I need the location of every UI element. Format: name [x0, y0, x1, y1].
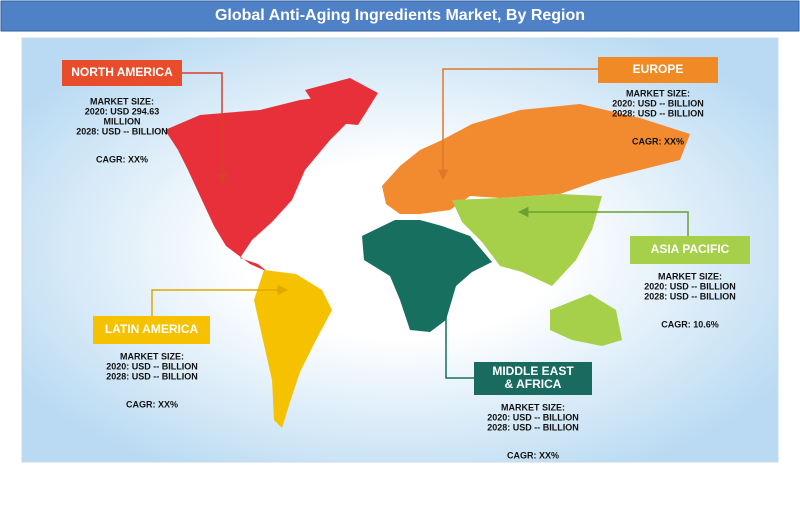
region-box	[474, 362, 592, 395]
arrow	[517, 206, 689, 236]
market-size-line: 2020: USD -- BILLION	[612, 98, 704, 108]
region-name: ASIA PACIFIC	[651, 242, 730, 256]
greenland-shape	[305, 78, 378, 125]
cagr: CAGR: XX%	[126, 399, 178, 409]
market-size-line: MARKET SIZE:	[658, 271, 722, 281]
asia-shape	[452, 194, 602, 286]
market-size-line: 2028: USD -- BILLION	[644, 291, 736, 301]
market-size-line: MARKET SIZE:	[501, 402, 565, 412]
market-size-line: MARKET SIZE:	[120, 351, 184, 361]
title: Global Anti-Aging Ingredients Market, By…	[215, 7, 585, 24]
region-name: NORTH AMERICA	[71, 65, 173, 79]
market-size-line: 2020: USD 294.63	[85, 106, 160, 116]
market-size-line: 2028: USD -- BILLION	[487, 422, 579, 432]
market-size-line: 2020: USD -- BILLION	[644, 281, 736, 291]
region-name: & AFRICA	[505, 377, 562, 391]
market-size-line: MARKET SIZE:	[626, 88, 690, 98]
cagr: CAGR: XX%	[632, 136, 684, 146]
arrow	[440, 259, 474, 379]
arrow	[182, 72, 228, 185]
arrow	[437, 68, 598, 181]
title-bar	[0, 0, 800, 32]
market-size-line: 2020: USD -- BILLION	[106, 361, 198, 371]
latin-america-shape	[254, 270, 332, 428]
region-box	[62, 60, 182, 86]
market-size-line: 2028: USD -- BILLION	[76, 126, 168, 136]
market-size-line: MILLION	[104, 116, 141, 126]
market-size-line: 2020: USD -- BILLION	[487, 412, 579, 422]
europe-shape	[382, 104, 690, 214]
region-box	[598, 57, 718, 83]
cagr: CAGR: XX%	[96, 154, 148, 164]
north-america-shape	[165, 95, 360, 272]
region-box	[630, 236, 750, 264]
region-name: MIDDLE EAST	[492, 364, 574, 378]
cagr: CAGR: XX%	[507, 450, 559, 460]
region-name: EUROPE	[633, 62, 684, 76]
connectors	[151, 68, 689, 379]
market-size-line: 2028: USD -- BILLION	[612, 108, 704, 118]
cagr: CAGR: 10.6%	[661, 319, 719, 329]
market-size-line: MARKET SIZE:	[90, 96, 154, 106]
arrow	[151, 284, 289, 316]
africa-shape	[362, 220, 492, 332]
world-map	[165, 78, 690, 428]
region-name: LATIN AMERICA	[105, 322, 199, 336]
market-size-line: 2028: USD -- BILLION	[106, 371, 198, 381]
region-box	[93, 316, 210, 344]
australia-shape	[550, 294, 622, 346]
